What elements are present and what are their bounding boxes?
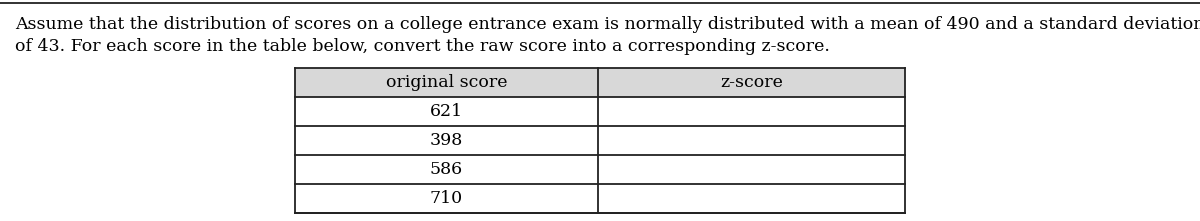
Text: original score: original score xyxy=(385,74,508,91)
Text: 586: 586 xyxy=(430,161,463,178)
Text: of 43. For each score in the table below, convert the raw score into a correspon: of 43. For each score in the table below… xyxy=(14,38,830,55)
Text: 398: 398 xyxy=(430,132,463,149)
Text: Assume that the distribution of scores on a college entrance exam is normally di: Assume that the distribution of scores o… xyxy=(14,16,1200,33)
Bar xyxy=(295,68,905,97)
Text: 621: 621 xyxy=(430,103,463,120)
Text: 710: 710 xyxy=(430,190,463,207)
Text: z-score: z-score xyxy=(720,74,782,91)
